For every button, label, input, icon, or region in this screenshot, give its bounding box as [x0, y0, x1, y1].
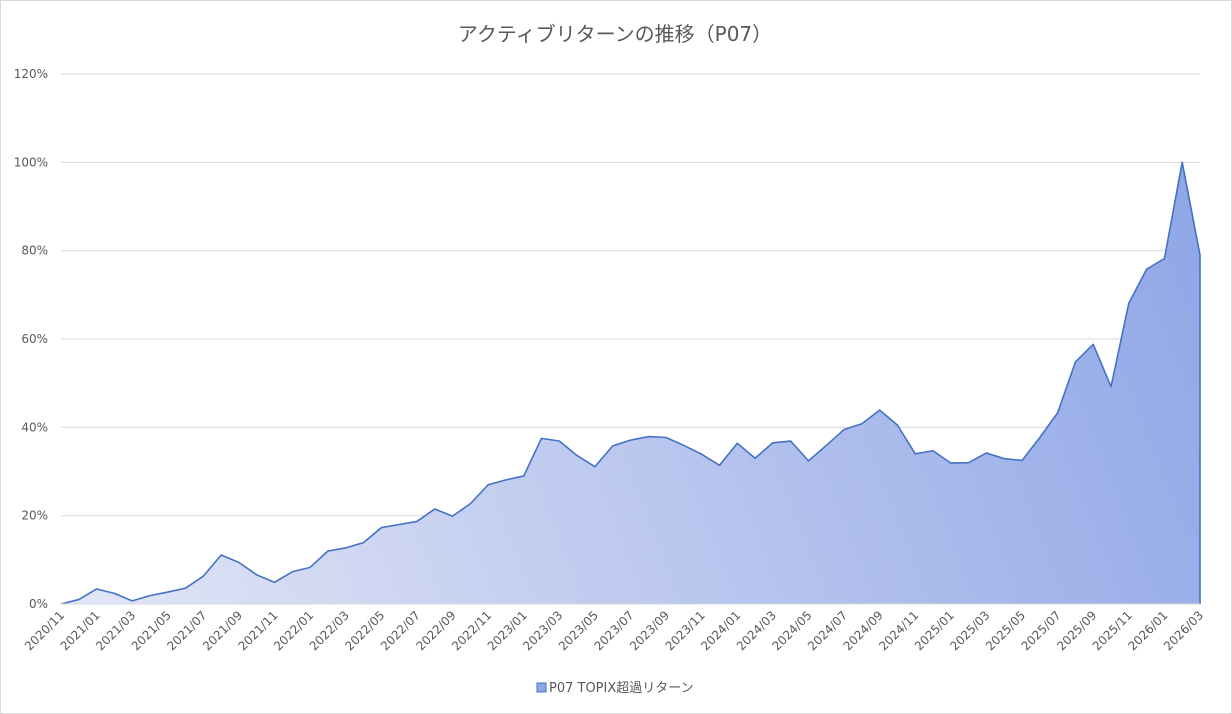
legend-swatch	[536, 682, 547, 693]
area-fill	[61, 162, 1200, 604]
x-tick-label: 2026/03	[1161, 608, 1206, 653]
legend-label-p07: P07 TOPIX超過リターン	[549, 681, 694, 696]
grid-lines	[61, 73, 1200, 605]
x-axis-ticks: 2020/112021/012021/032021/052021/072021/…	[22, 608, 1206, 653]
y-tick-label: 20%	[21, 509, 48, 523]
y-tick-label: 0%	[29, 597, 48, 611]
y-tick-label: 120%	[14, 67, 48, 81]
y-tick-label: 80%	[21, 244, 48, 258]
area-series	[60, 161, 1201, 605]
y-axis-ticks: 0% 20% 40% 60% 80% 100% 120%	[14, 67, 48, 611]
area-line	[60, 161, 1201, 605]
y-tick-label: 40%	[21, 420, 48, 434]
y-tick-label: 60%	[21, 332, 48, 346]
chart-title: アクティブリターンの推移（P07）	[458, 22, 772, 46]
legend: P07 TOPIX超過リターン	[536, 681, 694, 696]
y-tick-label: 100%	[14, 155, 48, 169]
